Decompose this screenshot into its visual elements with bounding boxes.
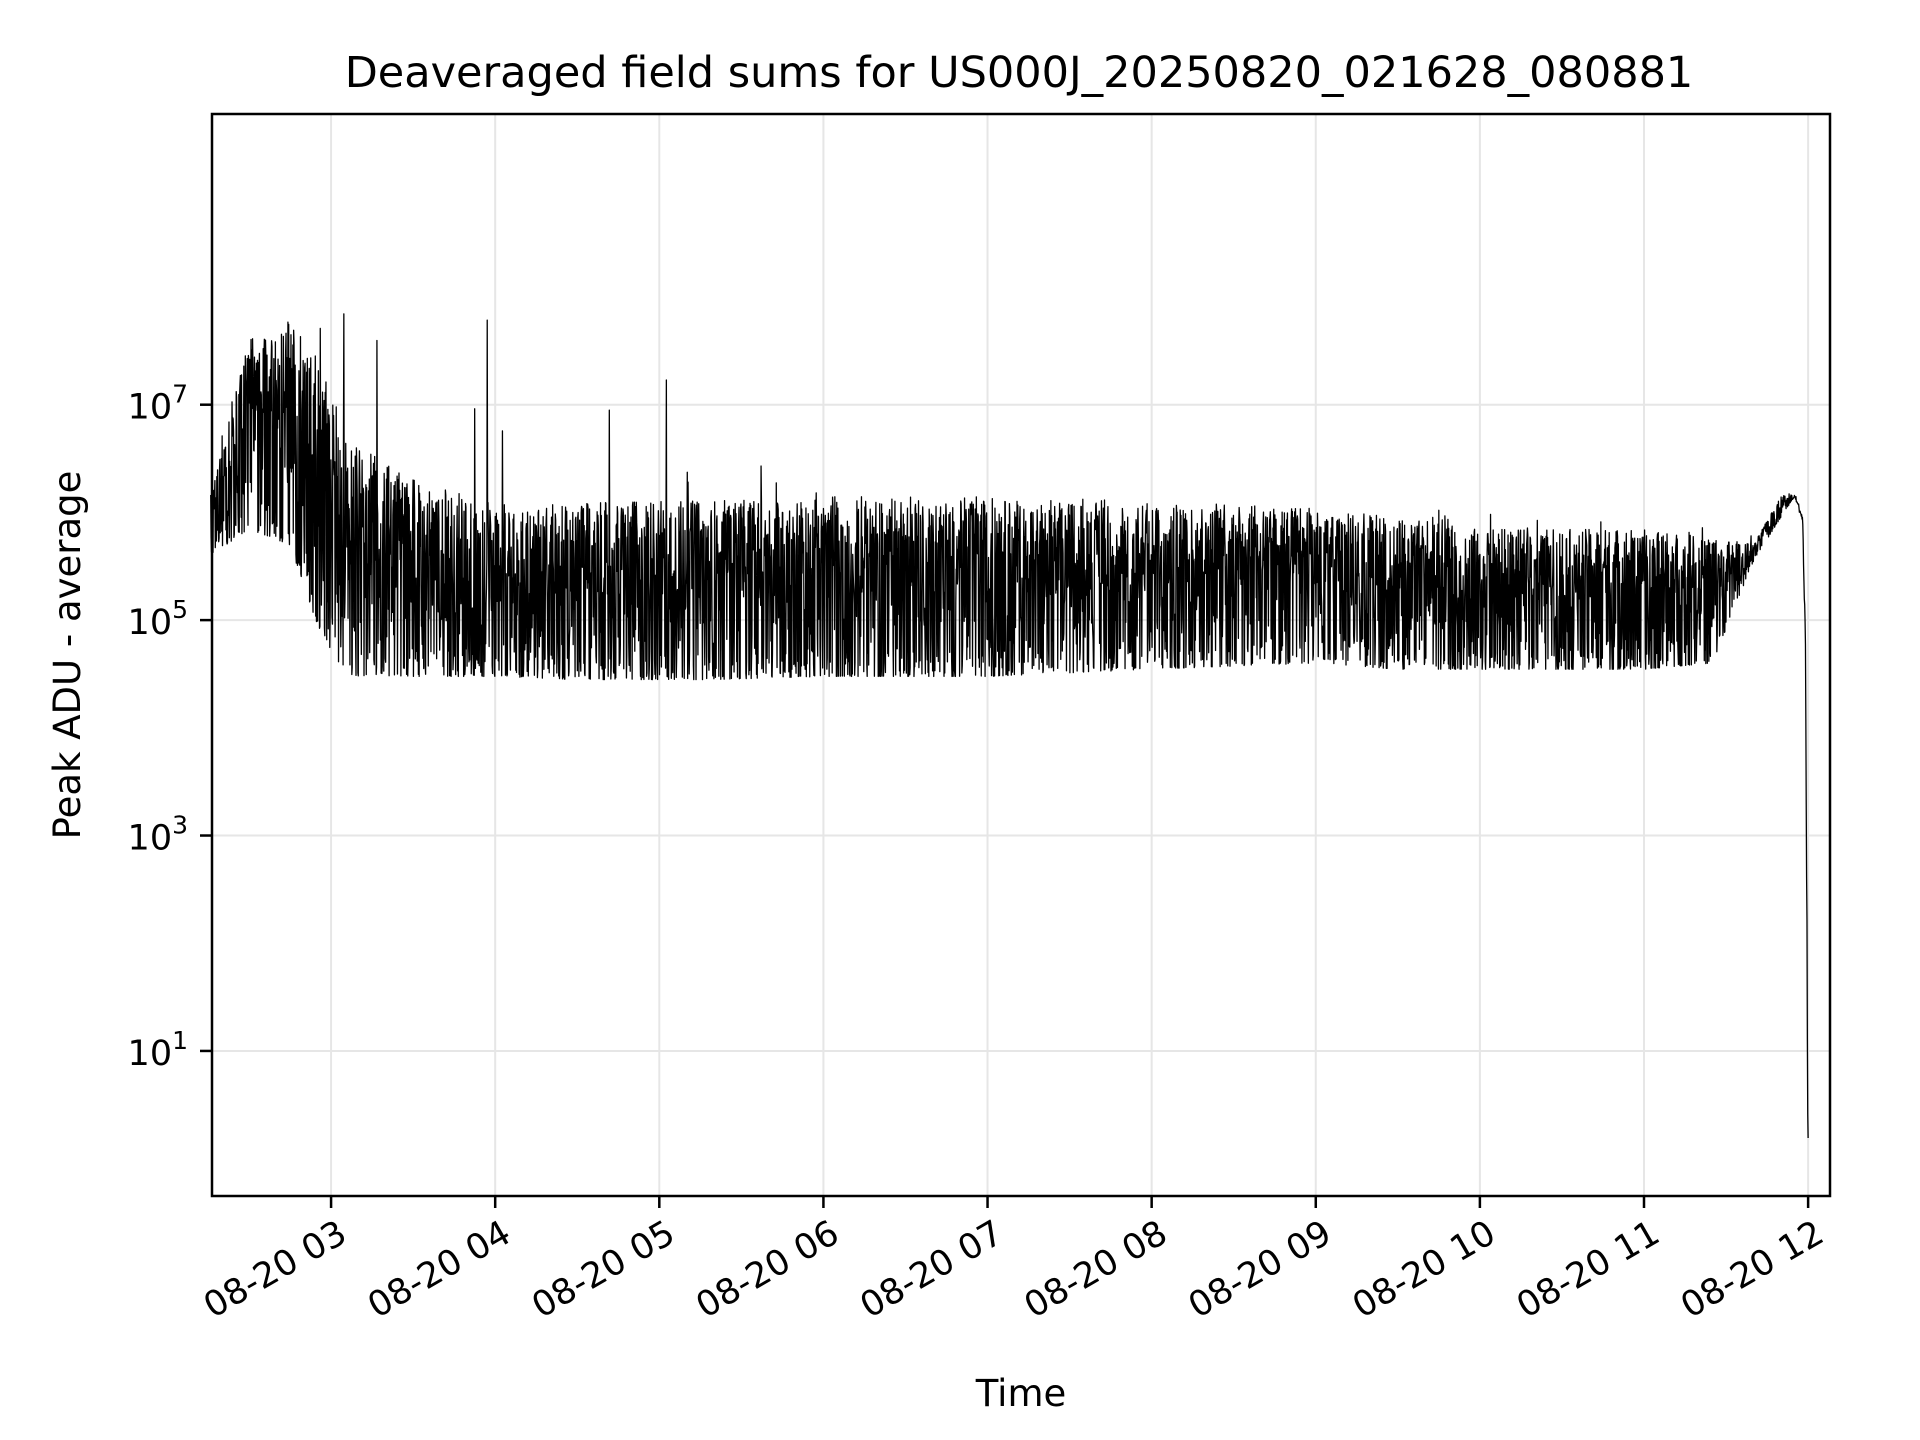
x-tick-label: 08-20 06 <box>690 1213 846 1326</box>
x-tick-label: 08-20 12 <box>1674 1213 1830 1326</box>
x-tick-label: 08-20 03 <box>197 1213 353 1326</box>
y-axis: 101 103 105 107 <box>128 380 212 1074</box>
y-axis-label: Peak ADU - average <box>46 471 89 840</box>
y-tick-label: 107 <box>128 380 188 428</box>
y-tick-label: 103 <box>128 811 188 859</box>
x-tick-label: 08-20 08 <box>1018 1213 1174 1326</box>
plot-frame <box>210 112 1832 1198</box>
series-line <box>210 313 1809 1138</box>
chart-title: Deaveraged field sums for US000J_2025082… <box>345 48 1694 98</box>
x-tick-label: 08-20 09 <box>1182 1213 1338 1326</box>
x-tick-label: 08-20 05 <box>526 1213 682 1326</box>
x-tick-label: 08-20 07 <box>854 1213 1010 1326</box>
y-tick-label: 101 <box>128 1026 188 1074</box>
x-tick-label: 08-20 11 <box>1510 1213 1666 1326</box>
x-axis-label: Time <box>975 1372 1067 1415</box>
x-axis: 08-20 03 08-20 04 08-20 05 08-20 06 08-20 07… <box>197 1196 1831 1326</box>
y-tick-label: 105 <box>128 595 188 643</box>
series-layer <box>210 313 1809 1138</box>
x-tick-label: 08-20 04 <box>361 1213 517 1326</box>
x-tick-label: 08-20 10 <box>1346 1213 1502 1326</box>
